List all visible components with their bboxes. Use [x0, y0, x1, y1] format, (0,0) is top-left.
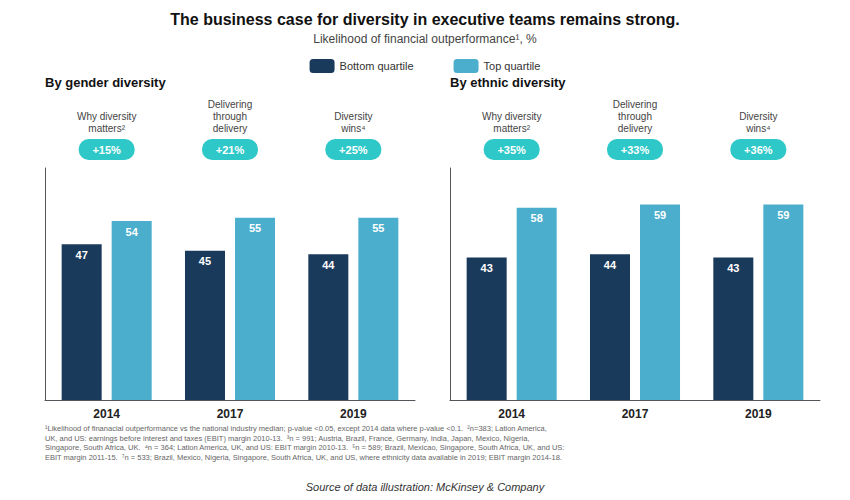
svg-text:wins⁴: wins⁴ — [340, 123, 365, 134]
svg-text:through: through — [618, 111, 652, 122]
svg-text:58: 58 — [531, 212, 543, 224]
svg-text:through: through — [213, 111, 247, 122]
svg-text:59: 59 — [654, 209, 666, 221]
svg-text:+36%: +36% — [744, 144, 773, 156]
svg-text:matters²: matters² — [493, 123, 530, 134]
svg-text:+35%: +35% — [497, 144, 526, 156]
svg-text:55: 55 — [249, 222, 261, 234]
svg-text:Delivering: Delivering — [208, 99, 252, 110]
svg-text:Bottom quartile: Bottom quartile — [340, 60, 414, 72]
svg-text:+33%: +33% — [621, 144, 650, 156]
svg-text:2014: 2014 — [498, 407, 525, 421]
svg-text:+15%: +15% — [92, 144, 121, 156]
svg-text:delivery: delivery — [213, 123, 247, 134]
svg-text:2019: 2019 — [340, 407, 367, 421]
svg-text:Likelihood of financial outper: Likelihood of financial outperformance¹,… — [313, 32, 537, 46]
svg-text:54: 54 — [126, 226, 139, 238]
svg-text:By gender diversity: By gender diversity — [45, 75, 166, 90]
svg-text:Singapore, South Africa, UK.: Singapore, South Africa, UK. ⁴n = 364; L… — [45, 443, 564, 452]
svg-text:Why diversity: Why diversity — [482, 111, 541, 122]
svg-text:By ethnic diversity: By ethnic diversity — [450, 75, 566, 90]
svg-text:¹Likelihood of finanacial outp: ¹Likelihood of finanacial outperformance… — [45, 424, 547, 433]
svg-text:matters²: matters² — [88, 123, 125, 134]
svg-text:EBIT margin 2011-15. ⁷n = 533: EBIT margin 2011-15. ⁷n = 533; Brazil, M… — [45, 453, 562, 462]
svg-text:Diversity: Diversity — [739, 111, 777, 122]
svg-text:Source of data illustration: M: Source of data illustration: McKinsey & … — [306, 481, 546, 493]
svg-text:+25%: +25% — [339, 144, 368, 156]
svg-text:2017: 2017 — [217, 407, 244, 421]
svg-text:wins⁴: wins⁴ — [745, 123, 770, 134]
svg-text:45: 45 — [199, 255, 211, 267]
svg-text:44: 44 — [604, 259, 617, 271]
svg-text:43: 43 — [481, 262, 493, 274]
svg-text:+21%: +21% — [216, 144, 245, 156]
svg-text:delivery: delivery — [618, 123, 652, 134]
svg-text:43: 43 — [727, 262, 739, 274]
svg-text:Top quartile: Top quartile — [484, 60, 541, 72]
svg-text:Diversity: Diversity — [334, 111, 372, 122]
svg-text:44: 44 — [322, 259, 335, 271]
svg-text:2014: 2014 — [93, 407, 120, 421]
svg-text:Delivering: Delivering — [613, 99, 657, 110]
svg-text:59: 59 — [777, 209, 789, 221]
svg-text:UK, and US: earnings before in: UK, and US: earnings before interest and… — [45, 434, 529, 443]
svg-text:2017: 2017 — [622, 407, 649, 421]
svg-text:47: 47 — [76, 249, 88, 261]
svg-text:The business case for diversit: The business case for diversity in execu… — [170, 11, 680, 28]
svg-text:2019: 2019 — [745, 407, 772, 421]
svg-text:55: 55 — [372, 222, 384, 234]
svg-text:Why diversity: Why diversity — [77, 111, 136, 122]
